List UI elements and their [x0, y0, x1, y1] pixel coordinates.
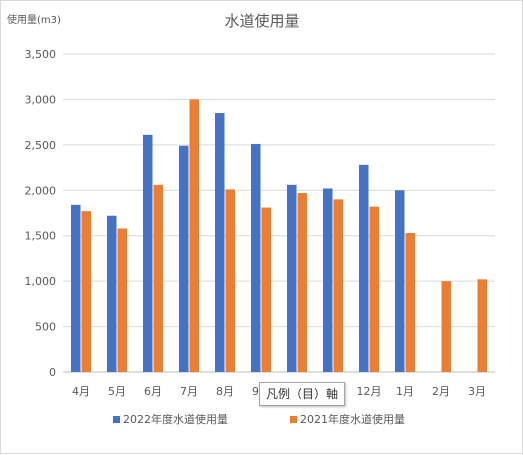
legend[interactable]: 2022年度水道使用量 2021年度水道使用量 [113, 412, 405, 426]
y-tick-label: 0 [49, 366, 56, 379]
y-tick-label: 500 [35, 321, 56, 334]
bar-series-1[interactable] [215, 113, 225, 373]
y-axis-title: 使用量(m3) [7, 13, 61, 26]
bar-series-1[interactable] [323, 188, 333, 372]
bar-series-1[interactable] [179, 145, 189, 372]
y-tick-label: 3,000 [25, 93, 57, 106]
bar-series-1[interactable] [287, 184, 297, 372]
y-tick-label: 3,500 [25, 48, 57, 61]
legend-label: 2022年度水道使用量 [123, 412, 228, 426]
bar-series-1[interactable] [251, 143, 261, 372]
legend-swatch [113, 416, 120, 423]
legend-swatch [290, 416, 297, 423]
gridlines [63, 53, 495, 373]
legend-label: 2021年度水道使用量 [300, 412, 405, 426]
bar-series-2[interactable] [81, 211, 92, 372]
bar-series-1[interactable] [107, 215, 117, 372]
bar-series-2[interactable] [405, 232, 416, 372]
bar-series-2[interactable] [333, 199, 344, 372]
chart-title: 水道使用量 [224, 12, 299, 30]
x-tick-label: 3月 [468, 385, 486, 398]
x-tick-label: 12月 [357, 385, 382, 398]
bar-series-2[interactable] [441, 281, 452, 372]
bar-series-2[interactable] [297, 193, 308, 372]
y-tick-label: 1,500 [25, 230, 57, 243]
bar-series-1[interactable] [71, 204, 81, 372]
bar-series-1[interactable] [143, 134, 153, 372]
bar-group [71, 99, 488, 373]
bar-series-2[interactable] [189, 99, 200, 372]
bar-series-2[interactable] [369, 206, 380, 372]
y-tick-label: 2,500 [25, 139, 57, 152]
x-tick-label: 1月 [396, 385, 414, 398]
x-tick-label: 7月 [180, 385, 198, 398]
bar-series-2[interactable] [477, 279, 488, 372]
bar-series-2[interactable] [117, 228, 128, 372]
x-tick-label: 2月 [432, 385, 450, 398]
y-tick-labels: 0 500 1,000 1,500 2,000 2,500 3,000 3,500 [25, 48, 57, 379]
bar-series-1[interactable] [395, 190, 405, 372]
x-tick-label: 8月 [216, 385, 234, 398]
x-tick-label: 6月 [144, 385, 162, 398]
y-tick-label: 1,000 [25, 275, 57, 288]
tooltip: 凡例（目）軸 [259, 382, 346, 406]
x-tick-label: 5月 [108, 385, 126, 398]
bar-series-1[interactable] [359, 164, 369, 372]
bar-series-2[interactable] [225, 189, 236, 372]
x-tick-label: 4月 [72, 385, 90, 398]
bar-series-2[interactable] [261, 207, 272, 372]
bar-series-2[interactable] [153, 184, 164, 372]
y-tick-label: 2,000 [25, 184, 57, 197]
